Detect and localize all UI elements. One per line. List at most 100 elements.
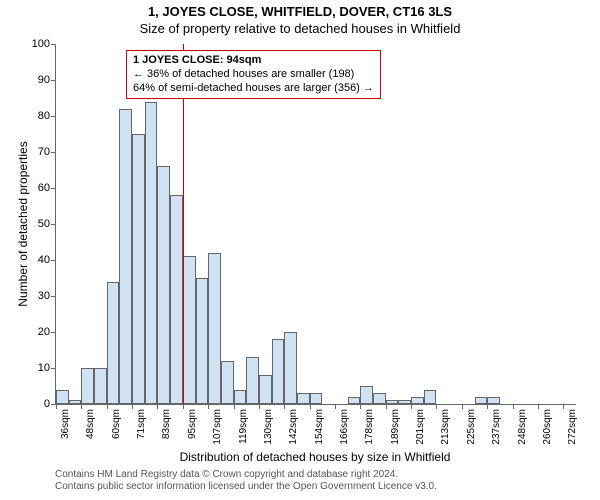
histogram-bar (424, 390, 437, 404)
x-tick-label: 95sqm (187, 409, 198, 439)
x-tick-mark (157, 404, 158, 409)
histogram-bar (246, 357, 259, 404)
annotation-box: 1 JOYES CLOSE: 94sqm← 36% of detached ho… (126, 50, 381, 99)
histogram-bar (183, 256, 196, 404)
x-tick-label: 48sqm (85, 409, 96, 439)
y-tick-label: 60 (20, 182, 50, 194)
x-tick-label: 237sqm (491, 409, 502, 445)
x-tick-label: 130sqm (263, 409, 274, 445)
histogram-bar (348, 397, 361, 404)
x-tick-label: 154sqm (314, 409, 325, 445)
histogram-bar (411, 397, 424, 404)
x-tick-mark (259, 404, 260, 409)
plot-region: 010203040506070809010036sqm48sqm60sqm71s… (55, 44, 576, 405)
y-tick-mark (51, 296, 56, 297)
y-tick-label: 90 (20, 74, 50, 86)
y-tick-mark (51, 80, 56, 81)
footer-line2: Contains public sector information licen… (55, 481, 437, 493)
x-tick-label: 107sqm (212, 409, 223, 445)
y-tick-label: 0 (20, 398, 50, 410)
histogram-bar (360, 386, 373, 404)
x-tick-mark (335, 404, 336, 409)
chart-area: 010203040506070809010036sqm48sqm60sqm71s… (55, 44, 575, 404)
histogram-bar (56, 390, 69, 404)
x-tick-label: 272sqm (567, 409, 578, 445)
title-line2: Size of property relative to detached ho… (0, 19, 600, 40)
x-tick-mark (107, 404, 108, 409)
histogram-bar (373, 393, 386, 404)
y-tick-label: 80 (20, 110, 50, 122)
x-tick-mark (360, 404, 361, 409)
x-tick-mark (284, 404, 285, 409)
x-tick-mark (56, 404, 57, 409)
x-tick-label: 225sqm (466, 409, 477, 445)
x-tick-label: 60sqm (111, 409, 122, 439)
histogram-bar (386, 400, 399, 404)
y-tick-mark (51, 116, 56, 117)
x-tick-mark (132, 404, 133, 409)
y-tick-label: 30 (20, 290, 50, 302)
y-tick-label: 100 (20, 38, 50, 50)
histogram-bar (310, 393, 323, 404)
y-tick-mark (51, 224, 56, 225)
x-tick-label: 83sqm (161, 409, 172, 439)
y-tick-label: 40 (20, 254, 50, 266)
histogram-bar (297, 393, 310, 404)
y-tick-mark (51, 368, 56, 369)
x-tick-mark (487, 404, 488, 409)
x-tick-mark (386, 404, 387, 409)
y-tick-mark (51, 152, 56, 153)
y-tick-label: 70 (20, 146, 50, 158)
footer-line1: Contains HM Land Registry data © Crown c… (55, 469, 437, 481)
x-tick-mark (462, 404, 463, 409)
y-tick-label: 50 (20, 218, 50, 230)
x-tick-mark (436, 404, 437, 409)
y-tick-label: 10 (20, 362, 50, 374)
histogram-bar (475, 397, 488, 404)
histogram-bar (132, 134, 145, 404)
histogram-bar (94, 368, 107, 404)
x-tick-label: 119sqm (238, 409, 249, 444)
x-tick-mark (234, 404, 235, 409)
histogram-bar (157, 166, 170, 404)
histogram-bar (259, 375, 272, 404)
histogram-bar (69, 400, 82, 404)
x-tick-mark (411, 404, 412, 409)
x-tick-label: 260sqm (542, 409, 553, 445)
y-tick-label: 20 (20, 326, 50, 338)
x-tick-mark (310, 404, 311, 409)
footer-attribution: Contains HM Land Registry data © Crown c… (55, 469, 437, 493)
x-tick-label: 36sqm (60, 409, 71, 439)
histogram-bar (398, 400, 411, 404)
annotation-line1: 1 JOYES CLOSE: 94sqm (133, 54, 374, 68)
x-tick-mark (538, 404, 539, 409)
x-axis-label: Distribution of detached houses by size … (55, 450, 575, 464)
x-tick-label: 71sqm (136, 409, 147, 439)
histogram-bar (234, 390, 247, 404)
x-tick-label: 178sqm (364, 409, 375, 445)
histogram-bar (196, 278, 209, 404)
annotation-line3: 64% of semi-detached houses are larger (… (133, 82, 374, 96)
x-tick-label: 248sqm (517, 409, 528, 445)
x-tick-label: 201sqm (415, 409, 426, 445)
y-tick-mark (51, 188, 56, 189)
histogram-bar (145, 102, 158, 404)
title-line1: 1, JOYES CLOSE, WHITFIELD, DOVER, CT16 3… (0, 0, 600, 19)
histogram-bar (81, 368, 94, 404)
histogram-bar (221, 361, 234, 404)
x-tick-mark (81, 404, 82, 409)
x-tick-mark (183, 404, 184, 409)
histogram-bar (487, 397, 500, 404)
histogram-bar (284, 332, 297, 404)
histogram-bar (272, 339, 285, 404)
x-tick-mark (208, 404, 209, 409)
histogram-bar (107, 282, 120, 404)
histogram-bar (208, 253, 221, 404)
x-tick-mark (563, 404, 564, 409)
histogram-bar (119, 109, 132, 404)
y-tick-mark (51, 260, 56, 261)
y-tick-mark (51, 44, 56, 45)
x-tick-mark (513, 404, 514, 409)
x-tick-label: 142sqm (288, 409, 299, 445)
annotation-line2: ← 36% of detached houses are smaller (19… (133, 68, 374, 82)
